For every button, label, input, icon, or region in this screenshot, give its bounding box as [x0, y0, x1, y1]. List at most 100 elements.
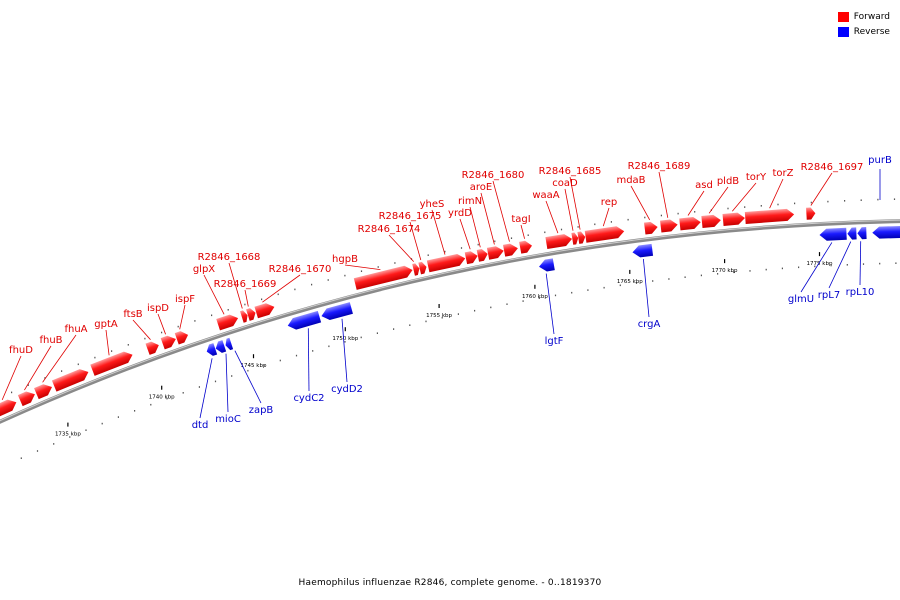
gene-arrow[interactable]: [476, 248, 489, 262]
gene-arrow[interactable]: [216, 312, 240, 331]
gene-yhes[interactable]: [426, 253, 467, 273]
gene-tory[interactable]: [722, 212, 746, 226]
gene-r2846-1675[interactable]: [418, 261, 427, 275]
leader-line: [1, 355, 22, 401]
gene-arrow[interactable]: [577, 231, 586, 244]
gene-fhub[interactable]: [34, 381, 54, 400]
gene-arrow[interactable]: [571, 232, 579, 245]
gene-arrow[interactable]: [224, 337, 234, 351]
gene-yrdd[interactable]: [464, 250, 479, 265]
gene-ftsb[interactable]: [145, 340, 161, 355]
gene-tagi[interactable]: [519, 240, 533, 254]
gene-asd[interactable]: [679, 216, 701, 231]
gene-arrow[interactable]: [545, 233, 573, 250]
gene-crga[interactable]: [632, 243, 654, 258]
scale-dot: [587, 289, 589, 291]
gene-arrow[interactable]: [0, 397, 19, 419]
gene-aroe[interactable]: [486, 245, 505, 260]
gene-arrow[interactable]: [486, 245, 505, 260]
gene-mioc[interactable]: [214, 340, 227, 354]
scale-dot: [360, 336, 362, 339]
gene-lgtf[interactable]: [538, 258, 555, 272]
gene-r2846-1674[interactable]: [412, 263, 421, 276]
scale-dot: [777, 203, 779, 206]
gene-r2846-1669[interactable]: [246, 307, 257, 321]
gene-waaa[interactable]: [545, 233, 573, 250]
gene-pldb[interactable]: [701, 214, 721, 228]
gene-ispd[interactable]: [160, 333, 178, 350]
gene-arrow[interactable]: [246, 307, 257, 321]
gene-arrow[interactable]: [254, 301, 276, 319]
gene-zapb[interactable]: [224, 337, 234, 351]
gene-features[interactable]: [0, 207, 900, 419]
gene-arrow[interactable]: [722, 212, 746, 226]
scale-dot: [376, 332, 378, 334]
gene-rpl10[interactable]: [857, 227, 867, 240]
gene-arrow[interactable]: [205, 343, 218, 357]
gene-dtd[interactable]: [205, 343, 218, 357]
gene-fhub[interactable]: [17, 389, 37, 407]
gene-arrow[interactable]: [17, 389, 37, 407]
gene-r2846-1689[interactable]: [660, 219, 678, 233]
gene-arrow[interactable]: [819, 227, 847, 241]
gene-arrow[interactable]: [34, 381, 54, 400]
gene-fhua[interactable]: [51, 366, 91, 392]
gene-coad[interactable]: [571, 232, 579, 245]
gene-arrow[interactable]: [744, 208, 795, 224]
gene-arrow[interactable]: [679, 216, 701, 231]
gene-glmu[interactable]: [819, 227, 847, 241]
gene-arrow[interactable]: [644, 221, 658, 235]
gene-r2846-1685[interactable]: [577, 231, 586, 244]
gene-gpta[interactable]: [90, 349, 134, 376]
gene-hgpb[interactable]: [353, 264, 414, 290]
gene-arrow[interactable]: [584, 225, 625, 243]
gene-arrow[interactable]: [701, 214, 721, 228]
gene-arrow[interactable]: [847, 227, 857, 240]
gene-mdab[interactable]: [644, 221, 658, 235]
gene-label-dtd: dtd: [192, 420, 209, 431]
gene-cydd2[interactable]: [320, 302, 353, 322]
leader-line: [731, 182, 757, 212]
gene-r2846-1670[interactable]: [254, 301, 276, 319]
gene-arrow[interactable]: [214, 340, 227, 354]
gene-cydc2[interactable]: [286, 310, 322, 332]
gene-arrow[interactable]: [632, 243, 654, 258]
gene-arrow[interactable]: [857, 227, 867, 240]
gene-fhud[interactable]: [0, 397, 19, 419]
gene-arrow[interactable]: [464, 250, 479, 265]
gene-arrow[interactable]: [90, 349, 134, 376]
gene-arrow[interactable]: [286, 310, 322, 332]
gene-r2846-1680[interactable]: [503, 242, 519, 257]
gene-arrow[interactable]: [51, 366, 91, 392]
gene-arrow[interactable]: [806, 207, 816, 220]
gene-label-r2846-1670: R2846_1670: [269, 264, 332, 275]
gene-rimn[interactable]: [476, 248, 489, 262]
gene-r2846-1668[interactable]: [240, 309, 249, 323]
scale-dot: [644, 216, 646, 219]
gene-arrow[interactable]: [538, 258, 555, 272]
gene-r2846-1697[interactable]: [806, 207, 816, 220]
gene-arrow[interactable]: [353, 264, 414, 290]
gene-rep[interactable]: [584, 225, 625, 243]
scale-dot: [527, 234, 529, 236]
gene-arrow[interactable]: [872, 226, 900, 239]
gene-glpx[interactable]: [216, 312, 240, 331]
gene-arrow[interactable]: [426, 253, 467, 273]
gene-label-crga: crgA: [638, 319, 661, 330]
gene-arrow[interactable]: [320, 302, 353, 322]
gene-arrow[interactable]: [519, 240, 533, 254]
gene-arrow[interactable]: [503, 242, 519, 257]
gene-rpl7[interactable]: [847, 227, 857, 240]
gene-arrow[interactable]: [660, 219, 678, 233]
gene-arrow[interactable]: [160, 333, 178, 350]
gene-purb[interactable]: [872, 226, 900, 239]
gene-arrow[interactable]: [174, 329, 190, 345]
gene-arrow[interactable]: [240, 309, 249, 323]
gene-label-cydc2: cydC2: [293, 393, 324, 404]
gene-ispf[interactable]: [174, 329, 190, 345]
gene-arrow[interactable]: [145, 340, 161, 355]
gene-arrow[interactable]: [412, 263, 421, 276]
gene-arrow[interactable]: [418, 261, 427, 275]
gene-torz[interactable]: [744, 208, 795, 224]
